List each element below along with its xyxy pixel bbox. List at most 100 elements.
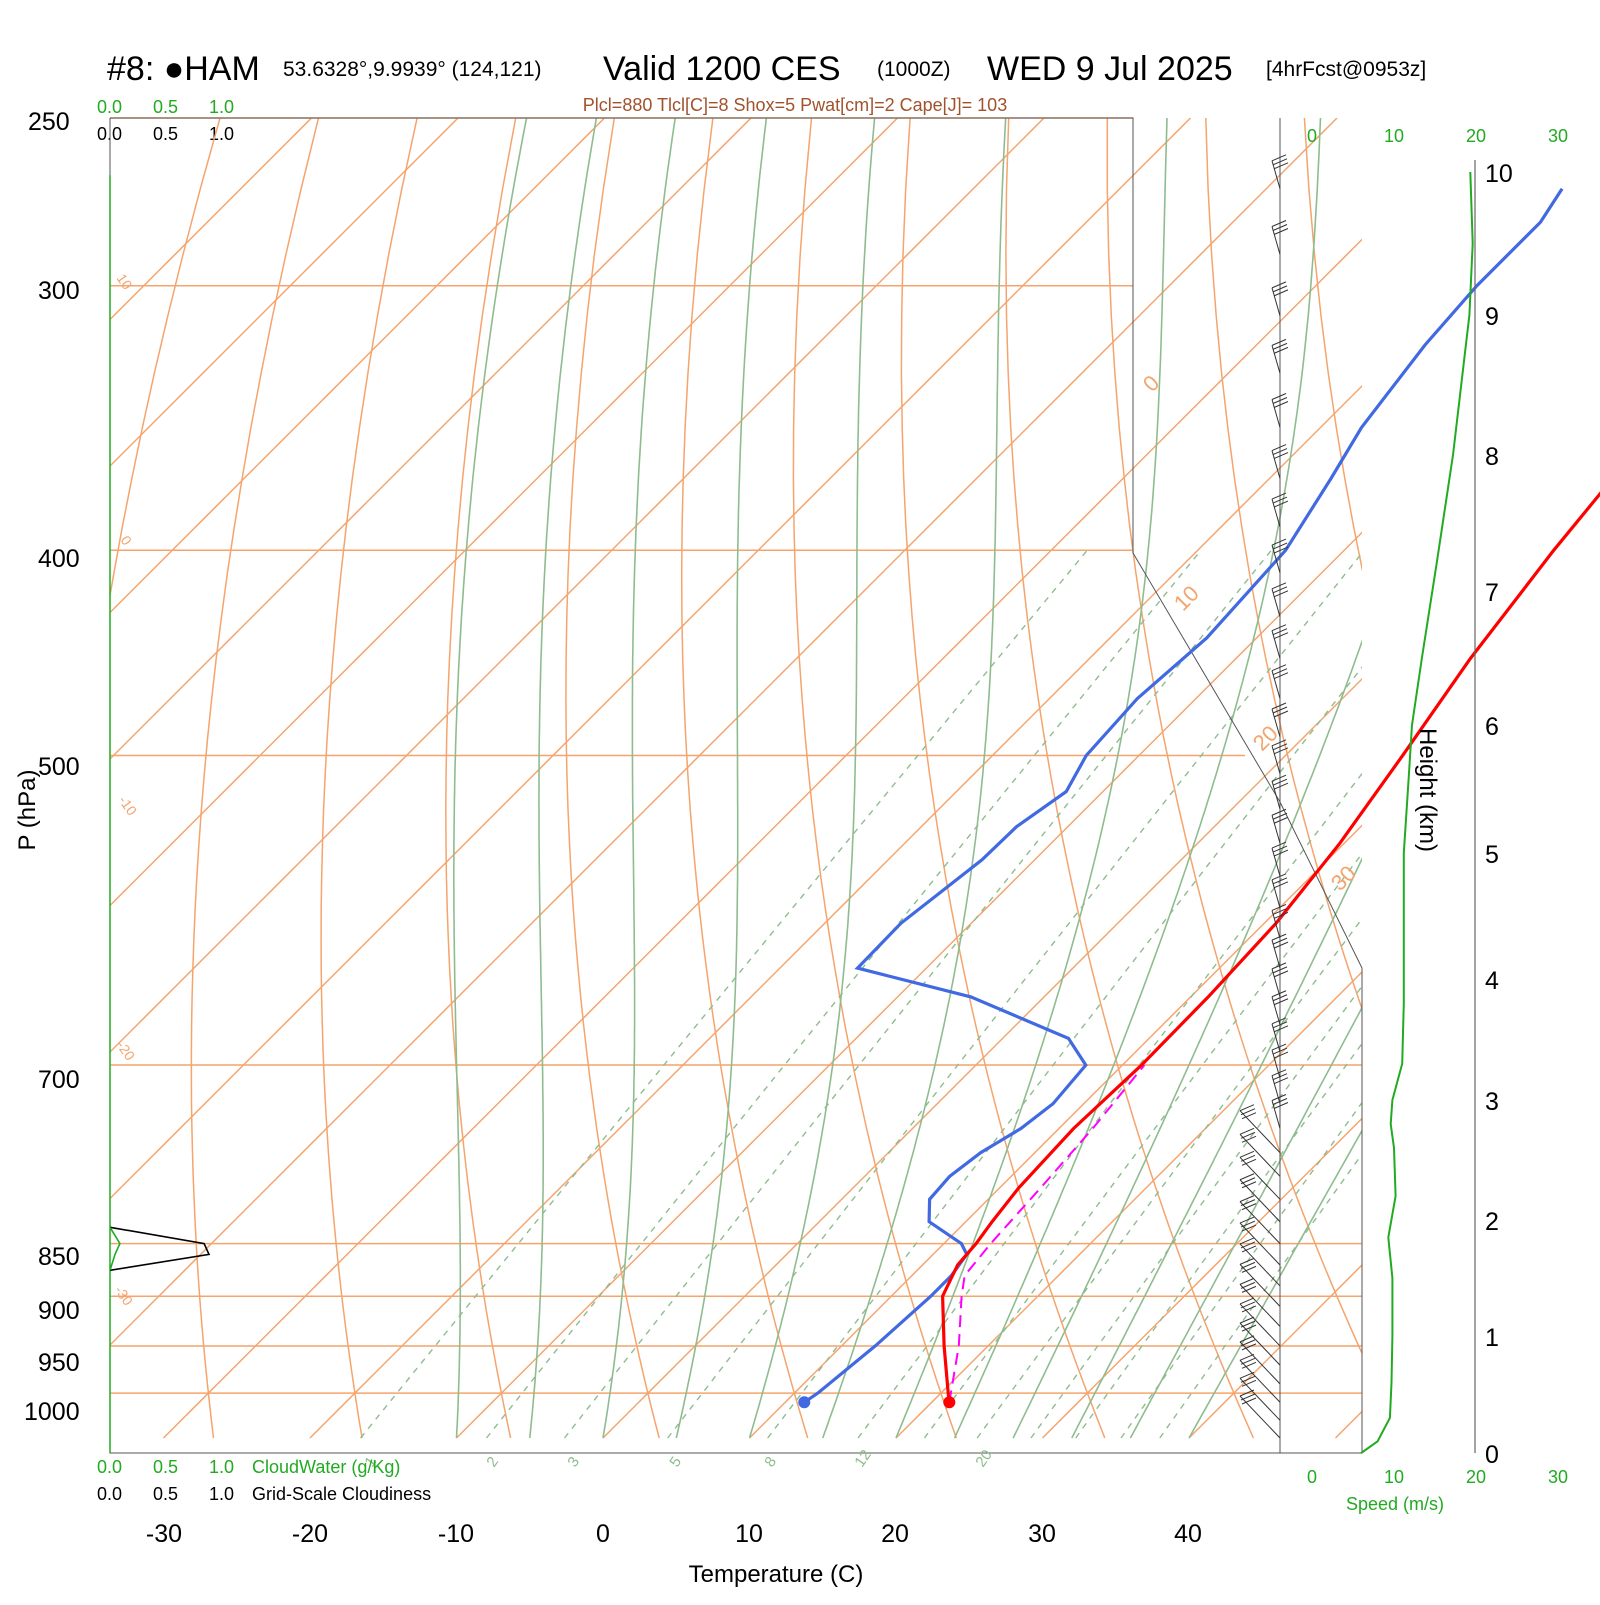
cloudiness-tick-05: 0.5 (153, 124, 178, 144)
moist-adiabat-line (1130, 118, 1600, 1438)
t-tick-40: 40 (1174, 1520, 1202, 1548)
p-tick-250: 250 (28, 108, 70, 136)
mixing-ratio-line (1031, 550, 1600, 1438)
cloudwater-tick-0: 0.0 (97, 97, 122, 117)
moist-adiabat-line (603, 118, 675, 1438)
height-tick-10: 10 (1485, 160, 1513, 188)
mixing-label-8: 8 (761, 1454, 780, 1471)
height-tick-1: 1 (1485, 1324, 1499, 1352)
valid-date: WED 9 Jul 2025 (987, 50, 1233, 88)
p-tick-400: 400 (38, 545, 80, 573)
cloudiness-bottom-tick-05: 0.5 (153, 1484, 178, 1504)
cloud-water-profile (110, 1227, 120, 1270)
cloudwater-scale-bottom: 0.0 0.5 1.0 CloudWater (g/Kg) (97, 1457, 400, 1477)
valid-time: Valid 1200 CES (603, 50, 841, 88)
cloudiness-scale-bottom: 0.0 0.5 1.0 Grid-Scale Cloudiness (97, 1484, 431, 1504)
height-axis: 0 1 2 3 4 5 6 7 8 9 10 (1485, 160, 1513, 1469)
pressure-axis: 250 300 400 500 700 850 900 950 1000 (24, 108, 80, 1426)
speed-axis-top: 0 10 20 30 (1307, 126, 1568, 146)
isotherm-line (1189, 118, 1600, 1438)
cloudiness-tick-1: 1.0 (209, 124, 234, 144)
isotherm-line (1336, 118, 1600, 1438)
isotherm-line (0, 118, 1191, 1438)
moist-adiabat-line (1189, 118, 1600, 1438)
surface-temperature-dot (943, 1396, 955, 1408)
speed-bottom-tick-30: 30 (1548, 1467, 1568, 1487)
cloudiness-label: Grid-Scale Cloudiness (252, 1484, 431, 1504)
height-axis-title: Height (km) (1414, 728, 1441, 852)
wind-barbs (1240, 118, 1288, 1453)
height-tick-0: 0 (1485, 1441, 1499, 1469)
cloudiness-bottom-tick-1: 1.0 (209, 1484, 234, 1504)
dry-adiabat-line (566, 118, 659, 1438)
speed-top-tick-30: 30 (1548, 126, 1568, 146)
isotherm-line (0, 118, 605, 1438)
background-lines (0, 118, 1600, 1438)
p-tick-500: 500 (38, 753, 80, 781)
mixing-label-20: 20 (972, 1447, 995, 1470)
mixing-label-5: 5 (666, 1454, 685, 1471)
moist-adiabat-line (750, 118, 875, 1438)
height-tick-8: 8 (1485, 443, 1499, 471)
height-tick-2: 2 (1485, 1208, 1499, 1236)
speed-bottom-tick-10: 10 (1384, 1467, 1404, 1487)
dry-adiabat-line (446, 118, 516, 1438)
height-tick-7: 7 (1485, 579, 1499, 607)
speed-axis-bottom: 0 10 20 30 (1307, 1467, 1568, 1487)
dry-adiabat-line (1107, 118, 1402, 1438)
cloudwater-bottom-tick-05: 0.5 (153, 1457, 178, 1477)
p-tick-850: 850 (38, 1243, 80, 1271)
mixing-ratio-line (361, 550, 1088, 1438)
dry-adiabat-label-10: 10 (114, 271, 136, 293)
moist-adiabat-line (454, 118, 527, 1438)
surface-dewpoint-dot (798, 1396, 810, 1408)
mixing-ratio-line (1160, 550, 1600, 1438)
cloud-profiles (110, 1227, 209, 1270)
cloudiness-profile (110, 1227, 209, 1270)
dry-adiabat-labels: 10 0 -10 -20 -30 (112, 271, 141, 1309)
dry-adiabat-line (682, 118, 808, 1438)
cloudiness-bottom-tick-0: 0.0 (97, 1484, 122, 1504)
cloudwater-tick-1: 1.0 (209, 97, 234, 117)
mixing-label-12: 12 (851, 1447, 874, 1470)
mixing-ratio-labels: 1 2 3 5 8 12 20 (361, 1447, 995, 1470)
cloudwater-label: CloudWater (g/Kg) (252, 1457, 400, 1477)
isotherm-labels: 0 10 20 30 (1138, 370, 1361, 895)
height-tick-5: 5 (1485, 841, 1499, 869)
dry-adiabat-line (191, 118, 318, 1438)
isotherm-label-30: 30 (1326, 861, 1361, 896)
height-tick-3: 3 (1485, 1088, 1499, 1116)
pressure-axis-title: P (hPa) (14, 770, 41, 851)
speed-bottom-tick-0: 0 (1307, 1467, 1317, 1487)
cloudwater-scale-top: 0.0 0.5 1.0 (97, 97, 234, 117)
p-tick-300: 300 (38, 277, 80, 305)
isotherm-label-20: 20 (1248, 721, 1283, 756)
cloudwater-bottom-tick-1: 1.0 (209, 1457, 234, 1477)
temperature-profile (943, 189, 1600, 1403)
mixing-ratio-line (487, 550, 1202, 1438)
speed-bottom-tick-20: 20 (1466, 1467, 1486, 1487)
isobar-lines (110, 118, 1362, 1393)
mixing-ratio-lines (361, 550, 1600, 1438)
forecast-hour: [4hrFcst@0953z] (1266, 58, 1426, 81)
dry-adiabat-label-minus30: -30 (112, 1283, 137, 1309)
p-tick-900: 900 (38, 1297, 80, 1325)
p-tick-700: 700 (38, 1066, 80, 1094)
dry-adiabat-line (793, 118, 956, 1438)
mixing-ratio-line (977, 550, 1600, 1438)
cloudwater-tick-05: 0.5 (153, 97, 178, 117)
isotherm-line (164, 118, 1484, 1438)
dry-adiabat-line (1502, 118, 1600, 1438)
speed-axis-title: Speed (m/s) (1346, 1494, 1444, 1514)
speed-top-tick-0: 0 (1307, 126, 1317, 146)
t-tick-minus30: -30 (146, 1520, 182, 1548)
isotherm-line (17, 118, 1337, 1438)
t-tick-0: 0 (596, 1520, 610, 1548)
moist-adiabat-line (1072, 118, 1600, 1438)
isotherm-line (0, 118, 898, 1438)
p-tick-1000: 1000 (24, 1398, 80, 1426)
temperature-axis: -30 -20 -10 0 10 20 30 40 (146, 1520, 1202, 1548)
moist-adiabat-line (896, 118, 1167, 1438)
